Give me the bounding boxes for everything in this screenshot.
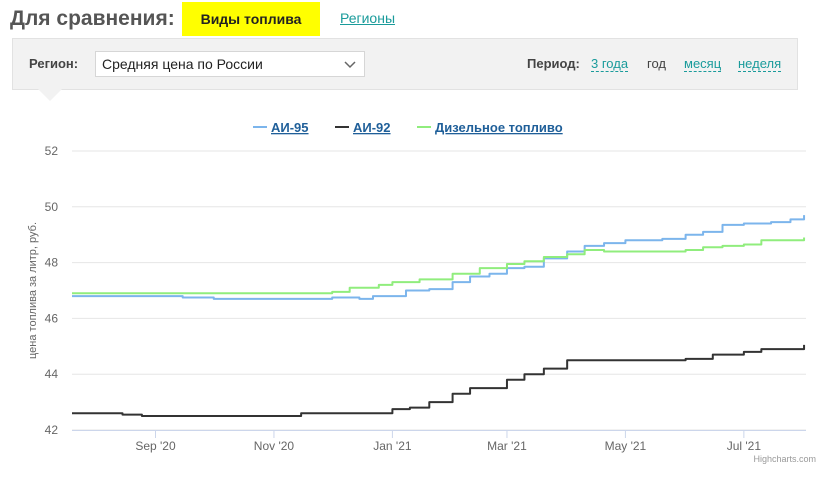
region-select-value: Средняя цена по России xyxy=(102,56,263,72)
x-tick-label: Sep '20 xyxy=(135,439,176,453)
highcharts-credits[interactable]: Highcharts.com xyxy=(753,454,816,464)
series-line-3 xyxy=(72,237,806,295)
x-tick-label: Jan '21 xyxy=(373,439,412,453)
y-tick-label: 50 xyxy=(45,200,59,214)
x-tick-label: May '21 xyxy=(605,439,647,453)
y-tick-label: 52 xyxy=(45,144,59,158)
y-tick-label: 46 xyxy=(45,311,59,325)
y-axis-title: цена топлива за литр, руб. xyxy=(27,222,39,359)
chart-svg: 42 44 46 48 50 52 Sep '20 Nov '20 Jan '21 Mar '21… xyxy=(27,120,816,464)
region-label: Регион: xyxy=(29,56,79,71)
y-tick-label: 48 xyxy=(45,256,59,270)
period-3-years[interactable]: 3 года xyxy=(591,56,629,72)
period-week[interactable]: неделя xyxy=(738,56,782,72)
y-tick-label: 42 xyxy=(45,423,59,437)
x-tick-label: Nov '20 xyxy=(254,439,295,453)
series-line-1 xyxy=(72,215,806,300)
legend-item-1[interactable]: АИ-95 xyxy=(271,120,309,135)
period-year[interactable]: год xyxy=(647,56,666,71)
legend-item-2[interactable]: АИ-92 xyxy=(353,120,391,135)
panel-notch xyxy=(38,89,62,101)
legend-item-3[interactable]: Дизельное топливо xyxy=(435,120,563,135)
chevron-down-icon xyxy=(344,61,356,69)
x-tick-label: Jul '21 xyxy=(727,439,762,453)
top-bar: Для сравнения: Виды топлива Регионы xyxy=(0,0,840,40)
region-select[interactable]: Средняя цена по России xyxy=(95,51,365,77)
x-tick-label: Mar '21 xyxy=(487,439,527,453)
period-label: Период: xyxy=(527,56,580,71)
series-line-2 xyxy=(72,344,806,418)
period-month[interactable]: месяц xyxy=(684,56,722,72)
filter-panel: Регион: Средняя цена по России Период: 3… xyxy=(12,38,798,90)
tab-regions[interactable]: Регионы xyxy=(340,10,396,26)
tab-fuel-types[interactable]: Виды топлива xyxy=(182,2,320,36)
fuel-price-chart: 42 44 46 48 50 52 Sep '20 Nov '20 Jan '21 Mar '21… xyxy=(0,110,840,488)
y-tick-label: 44 xyxy=(45,367,59,381)
compare-label: Для сравнения: xyxy=(10,7,175,30)
